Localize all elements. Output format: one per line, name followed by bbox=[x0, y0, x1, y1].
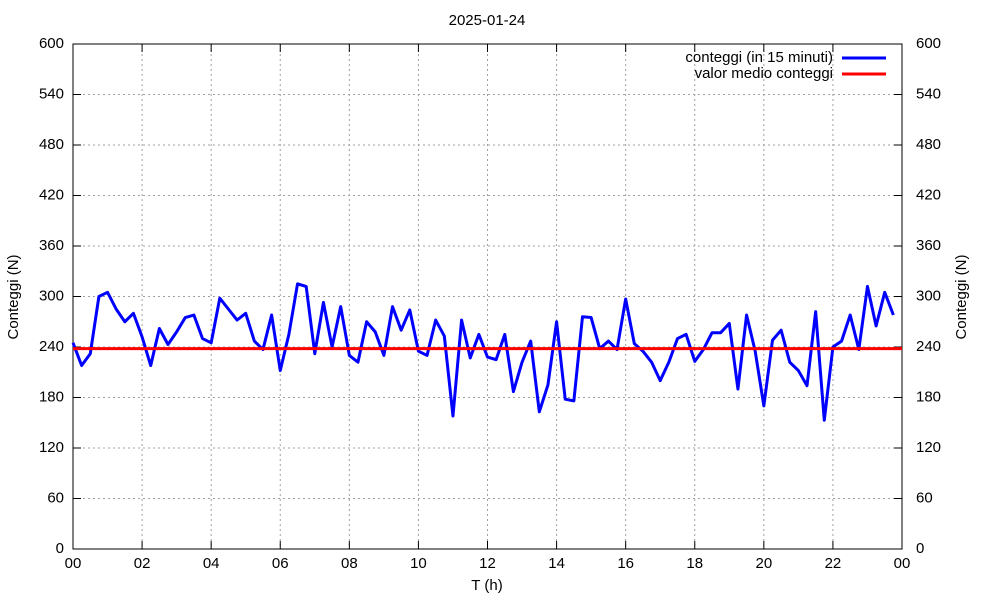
x-tick-label: 14 bbox=[548, 555, 565, 572]
y2-tick-label: 300 bbox=[916, 287, 941, 304]
legend-label: conteggi (in 15 minuti) bbox=[685, 49, 833, 66]
x-tick-label: 04 bbox=[203, 555, 220, 572]
y-tick-label: 60 bbox=[47, 489, 64, 506]
y-tick-label: 0 bbox=[56, 540, 64, 557]
chart-title: 2025-01-24 bbox=[449, 12, 526, 29]
y2-tick-label: 0 bbox=[916, 540, 924, 557]
y2-tick-label: 180 bbox=[916, 388, 941, 405]
x-tick-label: 00 bbox=[65, 555, 82, 572]
y-tick-label: 120 bbox=[39, 439, 64, 456]
x-tick-label: 06 bbox=[272, 555, 289, 572]
y2-tick-label: 540 bbox=[916, 85, 941, 102]
y-axis-label: Conteggi (N) bbox=[5, 254, 22, 339]
y2-tick-label: 420 bbox=[916, 186, 941, 203]
plot-frame bbox=[72, 43, 903, 550]
legend-label: valor medio conteggi bbox=[695, 65, 833, 82]
y-tick-label: 180 bbox=[39, 388, 64, 405]
x-tick-label: 12 bbox=[479, 555, 496, 572]
y2-tick-label: 360 bbox=[916, 237, 941, 254]
y-tick-label: 600 bbox=[39, 35, 64, 52]
y-tick-label: 360 bbox=[39, 237, 64, 254]
x-tick-label: 16 bbox=[617, 555, 634, 572]
x-tick-label: 10 bbox=[410, 555, 427, 572]
y2-axis-label: Conteggi (N) bbox=[953, 254, 970, 339]
y-tick-label: 240 bbox=[39, 338, 64, 355]
x-tick-label: 02 bbox=[134, 555, 151, 572]
y2-tick-label: 600 bbox=[916, 35, 941, 52]
y2-tick-label: 60 bbox=[916, 489, 933, 506]
x-tick-label: 00 bbox=[894, 555, 911, 572]
x-tick-label: 22 bbox=[825, 555, 842, 572]
x-tick-label: 18 bbox=[686, 555, 703, 572]
x-tick-label: 08 bbox=[341, 555, 358, 572]
y-tick-label: 300 bbox=[39, 287, 64, 304]
x-axis-label: T (h) bbox=[471, 577, 502, 594]
y2-tick-label: 240 bbox=[916, 338, 941, 355]
y-tick-label: 420 bbox=[39, 186, 64, 203]
y2-tick-label: 120 bbox=[916, 439, 941, 456]
y2-tick-label: 480 bbox=[916, 136, 941, 153]
y-tick-label: 480 bbox=[39, 136, 64, 153]
data-line bbox=[71, 282, 895, 422]
y-tick-label: 540 bbox=[39, 85, 64, 102]
x-tick-label: 20 bbox=[755, 555, 772, 572]
